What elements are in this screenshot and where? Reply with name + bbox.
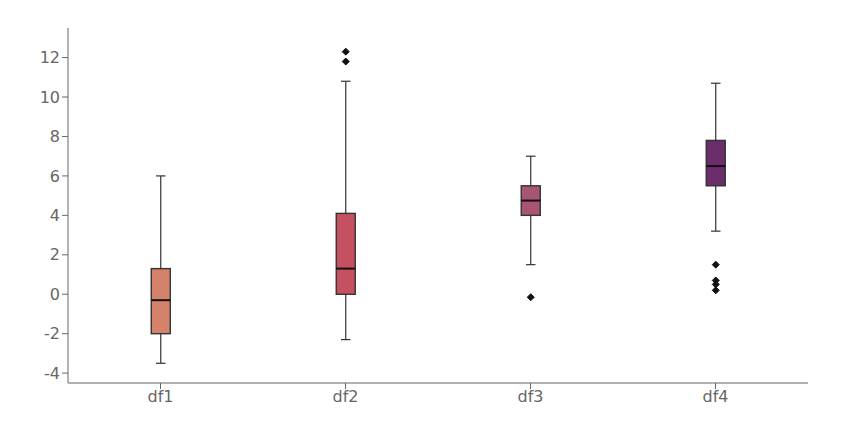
svg-text:df3: df3 (518, 387, 544, 406)
svg-text:df4: df4 (703, 387, 729, 406)
svg-text:-2: -2 (44, 324, 60, 343)
svg-text:-4: -4 (44, 364, 60, 383)
svg-text:12: 12 (40, 48, 60, 67)
svg-text:4: 4 (50, 206, 60, 225)
svg-text:6: 6 (50, 167, 60, 186)
svg-text:10: 10 (40, 88, 60, 107)
svg-text:2: 2 (50, 245, 60, 264)
svg-text:df1: df1 (148, 387, 174, 406)
svg-text:8: 8 (50, 127, 60, 146)
svg-text:df2: df2 (333, 387, 359, 406)
svg-text:0: 0 (50, 285, 60, 304)
